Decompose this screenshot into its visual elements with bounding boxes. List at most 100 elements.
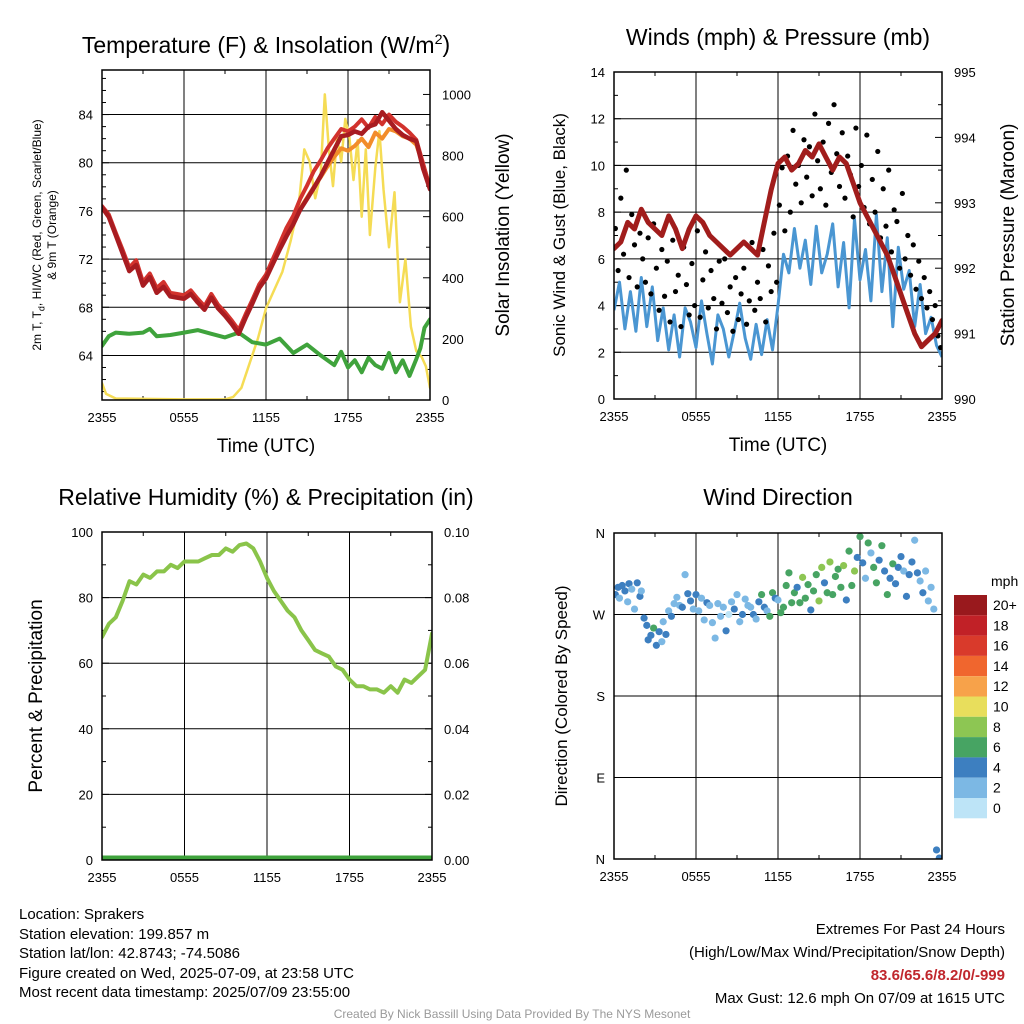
gust-point [787, 209, 793, 215]
direction-point [652, 641, 660, 649]
direction-point [870, 563, 878, 572]
x-tick-label: 2355 [416, 410, 445, 425]
y-tick-label: 40 [79, 722, 93, 737]
plot-area [102, 541, 432, 860]
chart-panel-1: 2355 0555 1155 1755 2355 64 68 72 76 80 84 0 200 400 6… [30, 31, 514, 457]
legend-label: 0 [993, 800, 1001, 816]
direction-point [809, 587, 818, 595]
gridlines [614, 533, 942, 859]
y2-tick-label: 1000 [442, 87, 471, 102]
direction-point [820, 579, 829, 587]
y-axis-label: 2m T, Td, HI/WC (Red, Green, Scarlet/Blu… [30, 119, 47, 350]
direction-point [796, 599, 804, 607]
direction-point [878, 542, 886, 550]
y2-tick-label: 800 [442, 149, 464, 164]
direction-point [643, 621, 651, 629]
gust-point [894, 218, 900, 225]
gust-point [653, 265, 659, 271]
station-latlon: Station lat/lon: 42.8743; -74.5086 [19, 945, 241, 962]
direction-point [779, 603, 788, 611]
gust-point [836, 183, 843, 190]
y-tick-label: E [596, 771, 605, 786]
gust-point [730, 328, 736, 334]
y-tick-label: 6 [598, 252, 605, 267]
gust-point [719, 300, 725, 306]
direction-point [908, 558, 916, 566]
direction-point [714, 600, 722, 608]
y-tick-label: 4 [598, 299, 605, 314]
x-tick-label: 2355 [88, 870, 117, 885]
chart-panel-2: 2355 0555 1155 1755 2355 0 2 4 6 8 10 12 14 990 991 992… [550, 24, 1019, 456]
gust-point [749, 239, 755, 246]
gust-point [664, 258, 670, 264]
y2-tick-label: 600 [442, 210, 464, 225]
direction-point [700, 616, 708, 624]
gust-point [634, 284, 640, 290]
gust-point [765, 263, 772, 269]
tick-labels: 2355 0555 1155 1755 2355 0 20 40 60 80 100 0.00 0.02… [71, 525, 469, 885]
extremes-title: Extremes For Past 24 Hours [815, 921, 1005, 938]
legend-label: 10 [993, 699, 1009, 715]
gust-point [672, 288, 679, 295]
gust-point [722, 256, 728, 262]
gust-point [910, 242, 916, 248]
chart-title: Winds (mph) & Pressure (mb) [626, 24, 930, 50]
gust-point [648, 291, 654, 297]
x-tick-label: 1755 [846, 869, 875, 884]
x-tick-label: 1155 [253, 870, 281, 885]
direction-point [681, 571, 689, 579]
gust-point [776, 202, 782, 208]
direction-point [812, 571, 820, 579]
legend-label: 8 [993, 719, 1001, 735]
chart-panel-4: 2355 0555 1155 1755 2355 N E S W N Wind Direction D… [552, 0, 1018, 884]
gust-point [741, 265, 747, 271]
legend-label: 18 [993, 617, 1009, 633]
gust-point [623, 167, 629, 173]
gust-point [705, 305, 711, 311]
gust-point [667, 319, 673, 325]
gust-point [708, 267, 714, 274]
y-tick-label: 64 [79, 348, 93, 363]
gust-point [629, 211, 635, 218]
direction-point [818, 563, 826, 572]
gust-point [771, 230, 777, 236]
gust-point [637, 230, 643, 236]
y-tick-label: 72 [79, 252, 93, 267]
direction-point [706, 601, 714, 610]
series-line-rh [102, 541, 432, 695]
direction-point [894, 563, 902, 572]
direction-point [930, 605, 938, 613]
tick-labels: 2355 0555 1155 1755 2355 N E S W N [593, 526, 957, 884]
direction-point [891, 580, 900, 588]
y-tick-label: W [593, 608, 606, 623]
station-info: Location: Sprakers Station elevation: 19… [19, 905, 354, 1003]
gust-point [888, 249, 895, 255]
direction-point [801, 594, 809, 602]
y-axis-label: Direction (Colored By Speed) [552, 585, 571, 806]
extremes-panel: Extremes For Past 24 Hours (High/Low/Max… [689, 918, 1005, 1010]
direction-point [747, 603, 755, 611]
direction-point [667, 612, 676, 620]
plot-frame [613, 532, 943, 860]
direction-point [673, 593, 681, 601]
direction-point [655, 628, 663, 636]
gust-point [815, 158, 821, 164]
direction-point [897, 0, 904, 4]
y-tick-label: 2 [598, 345, 605, 360]
x-tick-label: 0555 [170, 870, 199, 885]
legend-swatch [954, 777, 987, 798]
gust-point [689, 260, 695, 267]
x-tick-label: 1155 [764, 409, 792, 424]
x-tick-label: 2355 [928, 869, 957, 884]
gust-point [918, 295, 925, 302]
direction-point [689, 605, 697, 613]
gust-point [675, 272, 681, 278]
x-tick-label: 1755 [846, 409, 875, 424]
direction-point [670, 600, 678, 608]
legend-swatch [954, 716, 987, 738]
gust-point [806, 144, 813, 150]
gust-point [938, 345, 942, 351]
gust-point [864, 132, 870, 138]
legend-label: 14 [993, 658, 1009, 674]
direction-point [711, 634, 719, 642]
